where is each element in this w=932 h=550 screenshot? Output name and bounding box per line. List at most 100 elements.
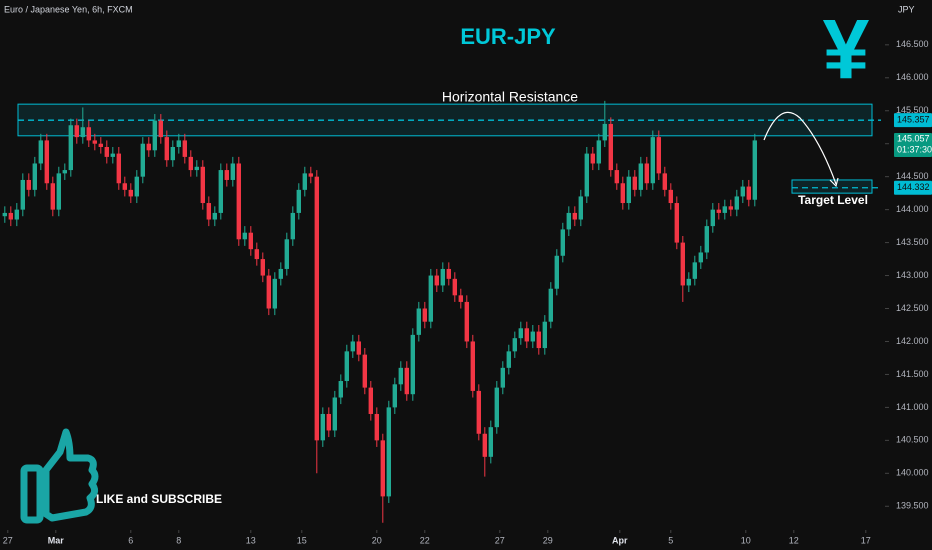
candle-body <box>224 170 229 180</box>
candle-body <box>92 140 97 144</box>
y-tick-label: 139.500 <box>896 501 929 511</box>
currency: JPY <box>898 4 915 14</box>
candle-body <box>272 278 277 309</box>
candle-body <box>638 163 643 190</box>
candle-body <box>500 367 505 388</box>
candle-body <box>722 206 727 213</box>
candle-body <box>428 275 433 322</box>
x-tick-label: 13 <box>246 535 256 545</box>
arrow-head <box>829 177 839 188</box>
candle-body <box>212 212 217 220</box>
header: Euro / Japanese Yen, 6h, FXCM <box>4 4 133 14</box>
candle-body <box>554 255 559 289</box>
candle-body <box>350 341 355 352</box>
candle-body <box>104 147 109 157</box>
candle-body <box>680 242 685 286</box>
candle-body <box>530 331 535 342</box>
candle-body <box>398 367 403 385</box>
candle-body <box>308 173 313 177</box>
candle-body <box>380 440 385 497</box>
candle-body <box>524 328 529 342</box>
candle-body <box>146 143 151 151</box>
candle-body <box>80 127 85 138</box>
candle-body <box>662 173 667 190</box>
candle-body <box>200 166 205 204</box>
chart-title: EUR-JPY <box>460 24 556 49</box>
candle-body <box>536 331 541 349</box>
candle-body <box>506 351 511 368</box>
candle-body <box>404 367 409 395</box>
yen-icon: ¥ <box>823 2 870 96</box>
y-tick-label: 145.500 <box>896 105 929 115</box>
candle-body <box>578 196 583 220</box>
x-tick-label: 22 <box>420 535 430 545</box>
candle-body <box>176 140 181 148</box>
y-tick-label: 143.000 <box>896 270 929 280</box>
candle-body <box>170 147 175 161</box>
candle-body <box>620 183 625 204</box>
candle-body <box>218 170 223 213</box>
candle-body <box>710 209 715 227</box>
candle-body <box>566 212 571 230</box>
candle-body <box>488 427 493 457</box>
candle-body <box>752 140 757 200</box>
candle-body <box>410 334 415 395</box>
candle-body <box>278 268 283 279</box>
candle-body <box>602 123 607 141</box>
candle-body <box>614 170 619 184</box>
candle-body <box>434 275 439 286</box>
candle-body <box>704 226 709 253</box>
x-tick-label: 5 <box>668 535 673 545</box>
candle-body <box>194 166 199 171</box>
candle-body <box>98 143 103 148</box>
candle-body <box>494 387 499 428</box>
candle-body <box>2 212 7 217</box>
candle-body <box>734 196 739 210</box>
candle-body <box>338 381 343 398</box>
candle-body <box>452 278 457 296</box>
candle-body <box>656 137 661 174</box>
candle-body <box>386 407 391 497</box>
candle-body <box>74 125 79 138</box>
candle-body <box>140 143 145 177</box>
x-tick-label: 15 <box>297 535 307 545</box>
candle-body <box>56 173 61 210</box>
y-tick-label: 141.000 <box>896 402 929 412</box>
x-tick-label: 10 <box>741 535 751 545</box>
x-tick-label: Mar <box>48 535 65 545</box>
candle-body <box>152 120 157 151</box>
candles <box>2 100 757 523</box>
y-tick-label: 140.000 <box>896 468 929 478</box>
candle-body <box>62 170 67 174</box>
resistance-label: Horizontal Resistance <box>442 89 578 105</box>
resistance-price: 145.357 <box>897 115 930 125</box>
y-tick-label: 144.500 <box>896 171 929 181</box>
x-tick-label: 20 <box>372 535 382 545</box>
x-tick-label: 6 <box>128 535 133 545</box>
candle-body <box>182 140 187 157</box>
candle-body <box>446 268 451 279</box>
candle-body <box>248 232 253 250</box>
y-tick-label: 144.000 <box>896 204 929 214</box>
candle-body <box>626 176 631 204</box>
candle-body <box>290 212 295 240</box>
candle-body <box>158 120 163 138</box>
candle-body <box>32 163 37 190</box>
candle-body <box>644 163 649 184</box>
candle-body <box>476 390 481 434</box>
candle-body <box>686 278 691 286</box>
x-tick-label: 27 <box>3 535 13 545</box>
candle-body <box>590 153 595 164</box>
x-tick-label: 17 <box>861 535 871 545</box>
candle-body <box>344 351 349 382</box>
candle-body <box>236 163 241 240</box>
target-label: Target Level <box>798 193 868 207</box>
y-tick-label: 142.500 <box>896 303 929 313</box>
candle-body <box>674 203 679 243</box>
candle-body <box>296 189 301 213</box>
x-tick-label: 8 <box>176 535 181 545</box>
candle-body <box>470 341 475 391</box>
candle-body <box>740 186 745 197</box>
candle-body <box>716 209 721 213</box>
